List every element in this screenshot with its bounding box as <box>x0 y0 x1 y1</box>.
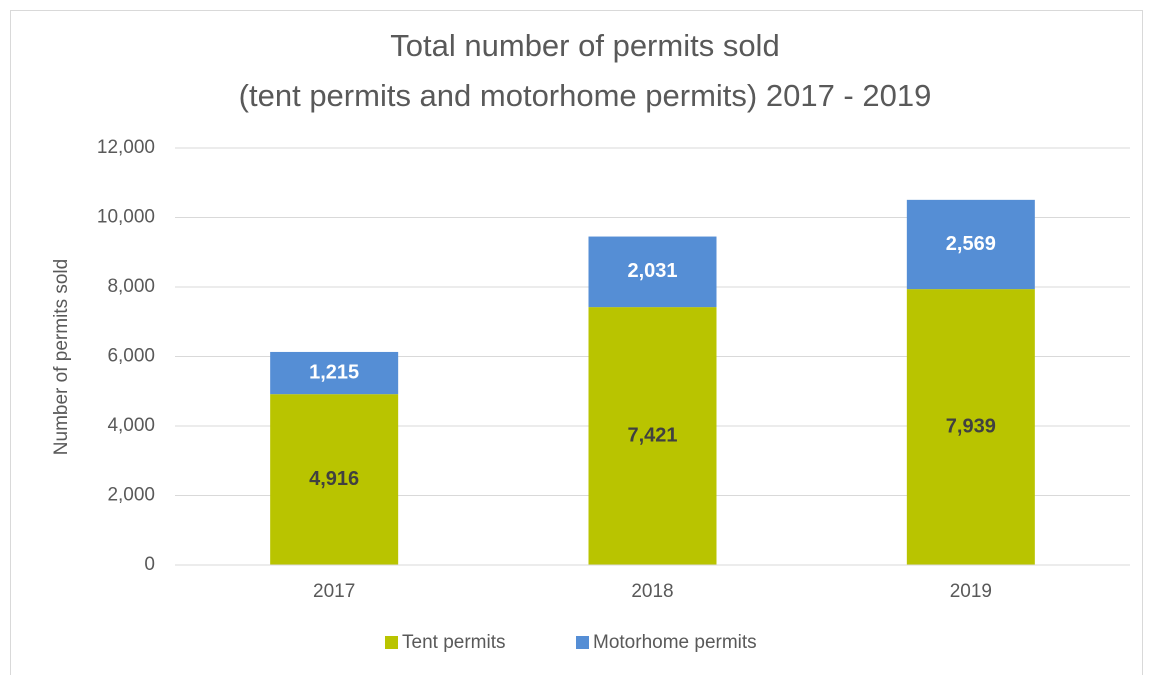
legend-label: Tent permits <box>402 632 505 653</box>
bar-segment <box>588 307 717 565</box>
y-tick-label: 4,000 <box>107 415 155 436</box>
chart-title: Total number of permits sold <box>390 28 779 63</box>
chart-title: (tent permits and motorhome permits) 201… <box>239 78 932 113</box>
y-tick-label: 2,000 <box>107 485 155 506</box>
data-label: 2,569 <box>946 233 996 255</box>
x-tick-label: 2019 <box>950 581 992 602</box>
y-tick-label: 8,000 <box>107 276 155 297</box>
bar-segment <box>270 351 399 395</box>
y-tick-label: 0 <box>144 554 155 575</box>
bar-segment <box>270 394 399 565</box>
bar-segment <box>906 289 1035 565</box>
x-tick-label: 2018 <box>631 581 673 602</box>
x-tick-label: 2017 <box>313 581 355 602</box>
y-axis-label: Number of permits sold <box>51 259 72 455</box>
data-label: 7,939 <box>946 415 996 437</box>
legend-swatch <box>385 636 398 649</box>
data-label: 2,031 <box>627 260 677 282</box>
legend-swatch <box>576 636 589 649</box>
chart-border <box>10 10 1143 675</box>
data-label: 7,421 <box>627 424 677 446</box>
legend-label: Motorhome permits <box>593 632 757 653</box>
bar-segment <box>588 236 717 308</box>
bar-segment <box>906 199 1035 290</box>
y-tick-label: 12,000 <box>97 137 155 158</box>
data-label: 1,215 <box>309 361 359 383</box>
y-tick-label: 10,000 <box>97 207 155 228</box>
data-label: 4,916 <box>309 468 359 490</box>
y-tick-label: 6,000 <box>107 346 155 367</box>
